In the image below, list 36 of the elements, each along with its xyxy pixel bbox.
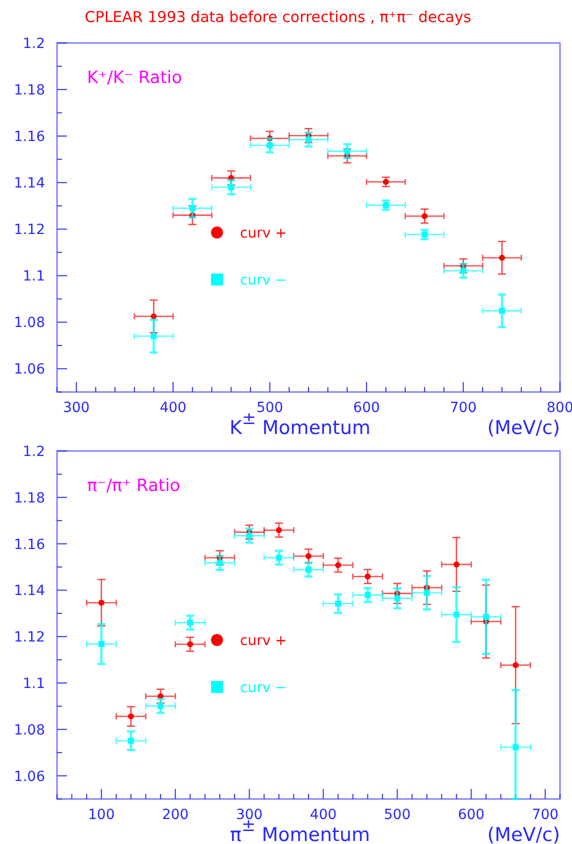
x-tick-label: 400 [310, 807, 337, 823]
legend-label: curv + [240, 226, 287, 242]
y-tick-label: 1.06 [14, 362, 46, 378]
y-tick-label: 1.18 [14, 82, 45, 99]
y-tick-label: 1.12 [14, 630, 45, 646]
y-tick-label: 1.08 [14, 315, 45, 332]
y-tick-label: 1.14 [14, 176, 46, 192]
y-tick-label: 1.08 [14, 722, 45, 738]
y-tick-label: 1.16 [14, 129, 46, 146]
y-tick-label: 1.16 [14, 536, 46, 553]
y-tick-label: 1.12 [14, 222, 45, 238]
x-tick-label: 500 [384, 807, 411, 823]
x-tick-label: 200 [162, 807, 189, 823]
legend-label: curv + [240, 633, 287, 649]
x-tick-label: 800 [546, 400, 572, 416]
x-tick-label: 300 [62, 400, 90, 416]
legend-label: curv − [240, 680, 287, 696]
legend-label: curv − [240, 272, 287, 288]
annotation: K⁺/K⁻ Ratio [87, 68, 182, 88]
x-tick-label: 700 [450, 400, 477, 416]
x-tick-label: 100 [88, 807, 115, 823]
x-tick-label: 400 [160, 400, 186, 416]
y-tick-label: 1.1 [22, 676, 45, 692]
y-tick-label: 1.1 [22, 268, 45, 285]
text: (MeV/c) [487, 824, 560, 844]
y-tick-label: 1.18 [14, 490, 45, 506]
x-tick-label: 600 [353, 400, 380, 416]
x-tick-label: 600 [458, 807, 485, 823]
y-tick-label: 1.14 [14, 583, 46, 600]
text: (MeV/c) [487, 417, 560, 439]
y-tick-label: 1.2 [22, 444, 45, 460]
y-tick-label: 1.2 [22, 36, 45, 52]
x-tick-label: 700 [532, 807, 559, 823]
chart-title: CPLEAR 1993 data before corrections , π⁺π⁻ decays [84, 8, 472, 26]
y-tick-label: 1.06 [14, 768, 46, 785]
annotation: π⁻/π⁺ Ratio [87, 476, 180, 496]
